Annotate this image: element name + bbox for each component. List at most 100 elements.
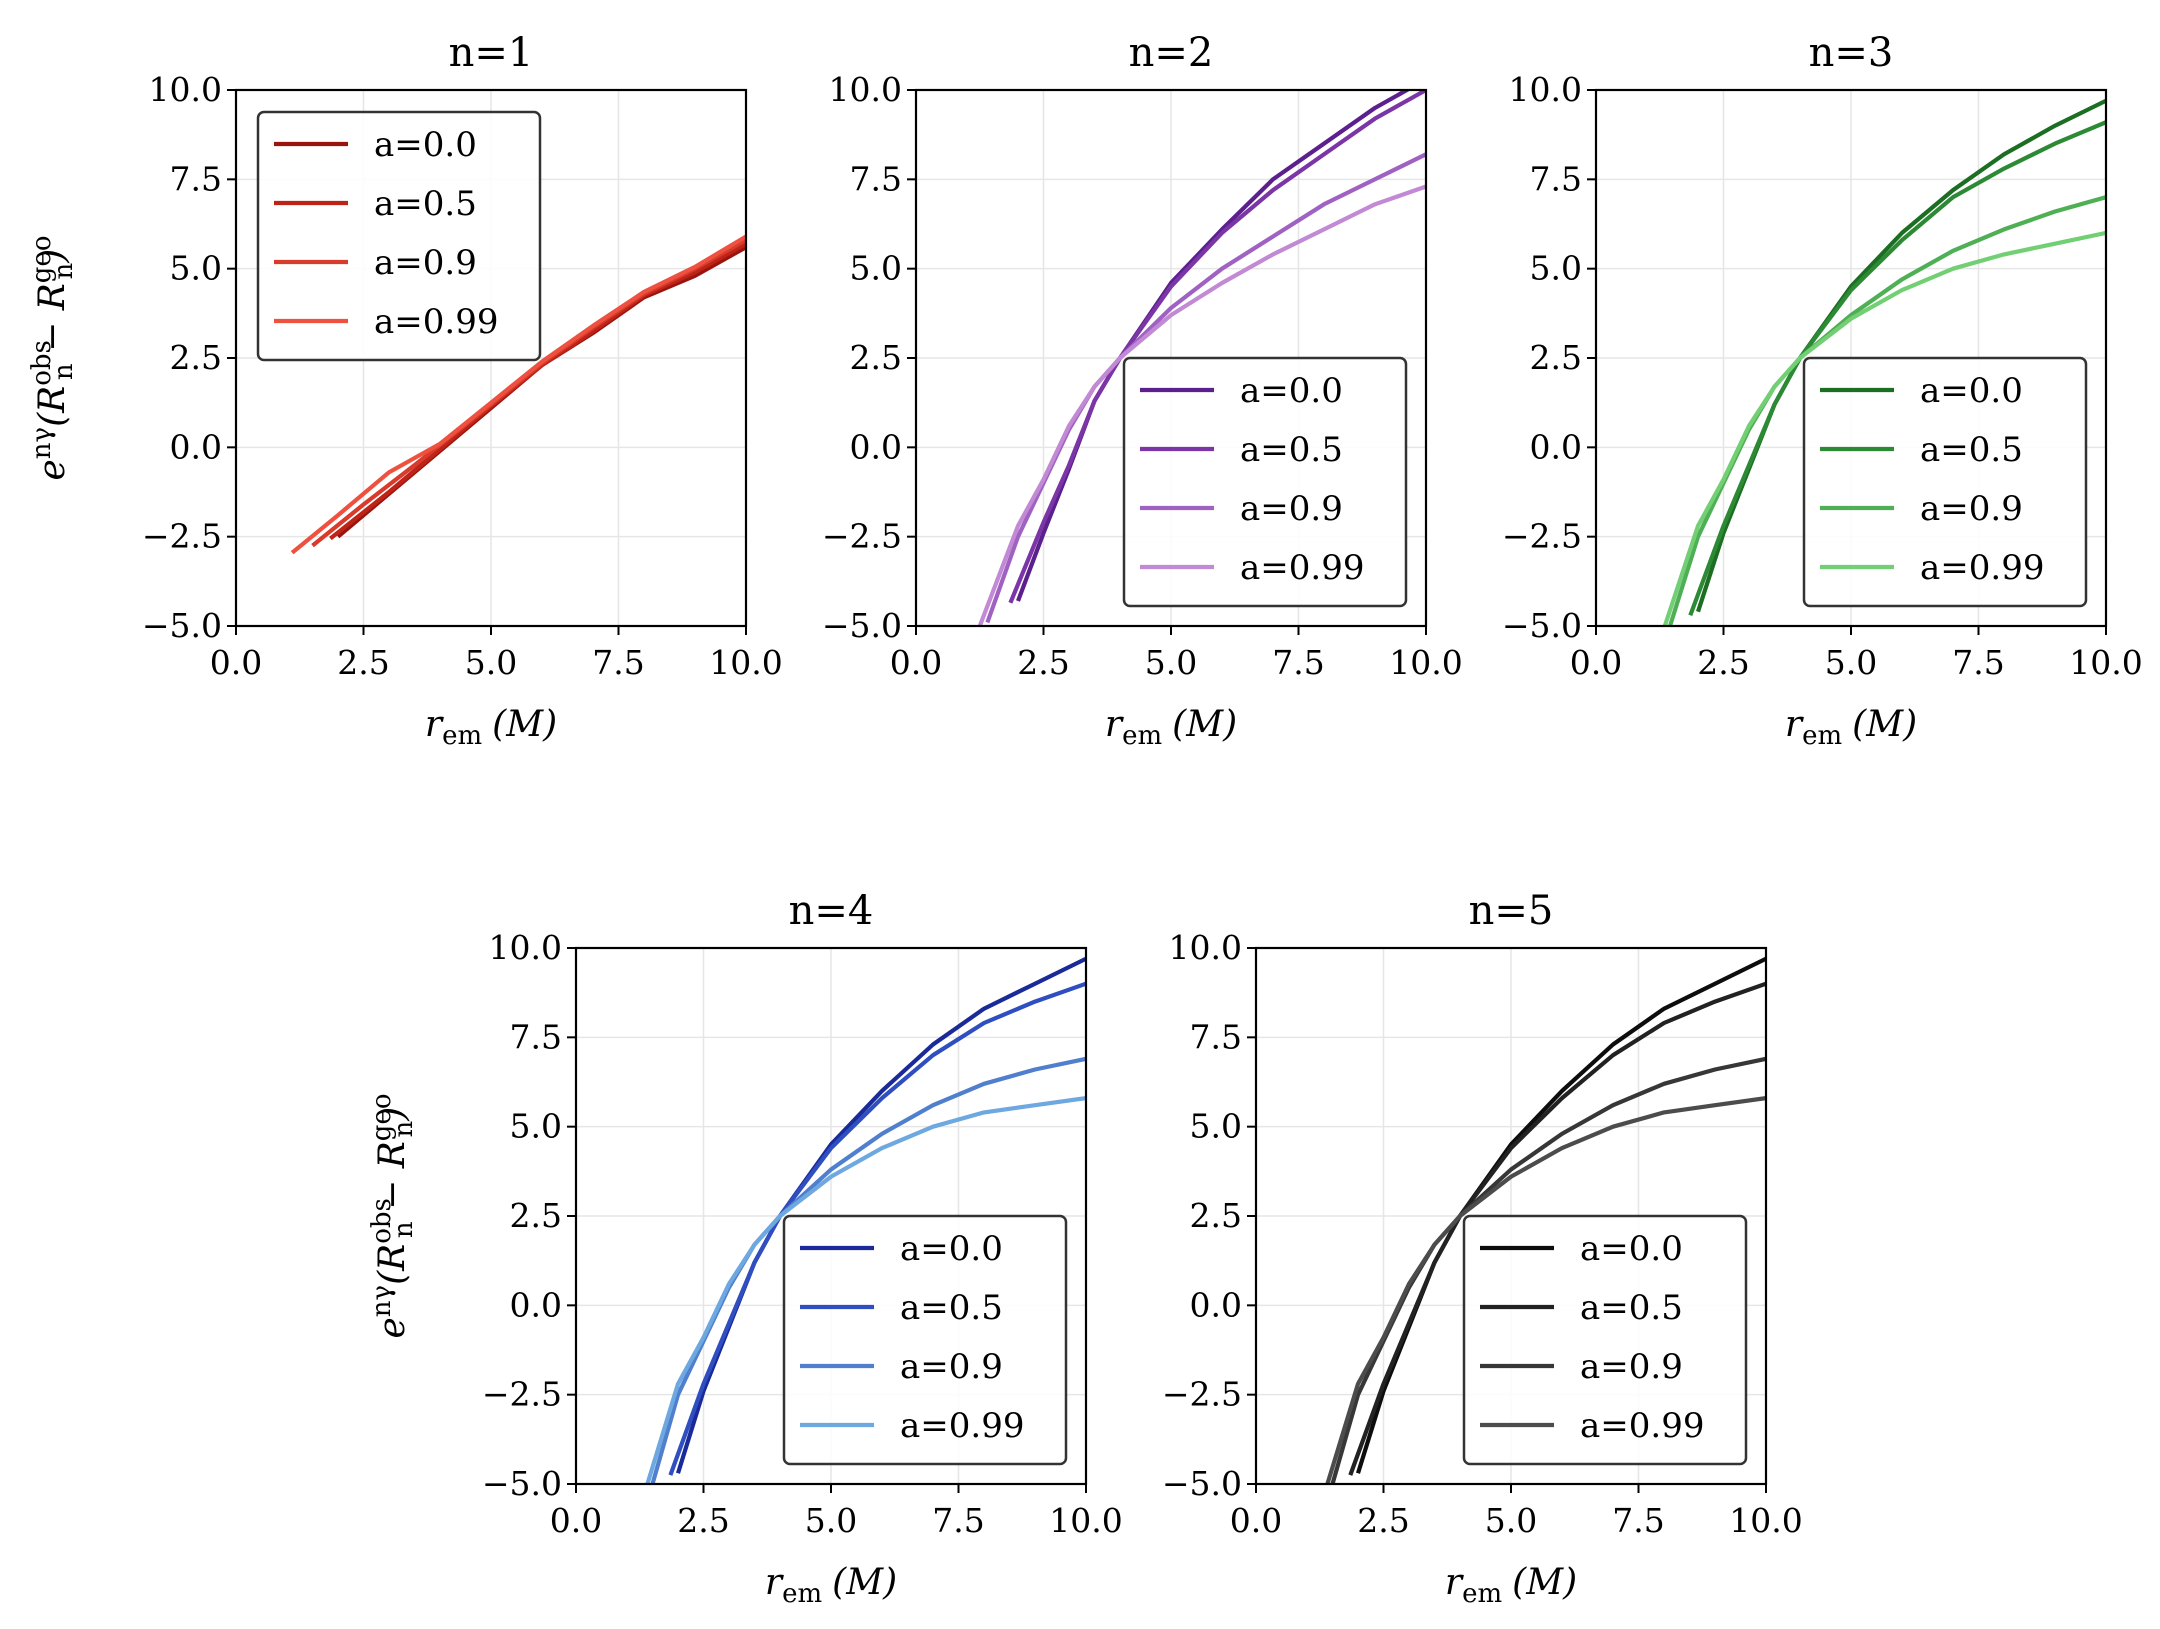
y-tick-label: 5.0 — [510, 1107, 562, 1146]
series-line-a=0.5 — [1008, 90, 1426, 604]
legend-label: a=0.0 — [900, 1229, 1003, 1269]
y-tick-label: −5.0 — [822, 606, 902, 645]
chart-title: n=5 — [1469, 888, 1554, 934]
legend-label: a=0.5 — [374, 184, 477, 224]
y-tick-label: −5.0 — [1162, 1464, 1242, 1503]
legend-label: a=0.0 — [1580, 1229, 1683, 1269]
x-axis-label: rem (M) — [1105, 704, 1237, 751]
legend-label: a=0.9 — [1920, 489, 2023, 529]
x-tick-label: 2.5 — [1017, 643, 1069, 682]
legend-label: a=0.99 — [1240, 548, 1364, 588]
legend-label: a=0.9 — [374, 243, 477, 283]
y-tick-label: 2.5 — [170, 338, 222, 377]
x-tick-label: 7.5 — [932, 1501, 984, 1540]
y-tick-label: −2.5 — [822, 517, 902, 556]
y-tick-label: 10.0 — [829, 70, 902, 109]
legend-box — [1122, 356, 1408, 608]
x-tick-label: 0.0 — [1230, 1501, 1282, 1540]
series-line-a=0.99 — [1662, 230, 2106, 626]
y-tick-label: 5.0 — [1530, 249, 1582, 288]
series-line-a=0.99 — [1325, 1096, 1766, 1484]
x-axis-label: rem (M) — [1785, 704, 1917, 751]
x-tick-label: 5.0 — [805, 1501, 857, 1540]
legend: a=0.0 a=0.5 a=0.9 a=0.99 — [782, 1214, 1068, 1466]
legend-label: a=0.99 — [374, 302, 498, 342]
legend-box — [256, 110, 542, 362]
chart-panel-2: 0.0 2.5 5.0 7.5 10.0 −5.0 −2.5 0.0 2.5 5.0 7.5 10.0… — [822, 30, 1463, 751]
x-tick-label: 0.0 — [1570, 643, 1622, 682]
legend-box — [1462, 1214, 1748, 1466]
y-tick-label: 2.5 — [850, 338, 902, 377]
x-tick-label: 2.5 — [337, 643, 389, 682]
legend: a=0.0 a=0.5 a=0.9 a=0.99 — [1802, 356, 2088, 608]
legend-label: a=0.0 — [1240, 371, 1343, 411]
legend: a=0.0 a=0.5 a=0.9 a=0.99 — [1462, 1214, 1748, 1466]
legend-label: a=0.99 — [900, 1406, 1024, 1446]
y-tick-label: −5.0 — [142, 606, 222, 645]
legend-label: a=0.5 — [1240, 430, 1343, 470]
y-tick-label: 7.5 — [170, 159, 222, 198]
legend-label: a=0.5 — [900, 1288, 1003, 1328]
y-tick-label: −2.5 — [1162, 1375, 1242, 1414]
x-axis-label: rem (M) — [765, 1562, 897, 1609]
legend-label: a=0.9 — [1240, 489, 1343, 529]
chart-panel-5: 0.0 2.5 5.0 7.5 10.0 −5.0 −2.5 0.0 2.5 5.0 7.5 10.0… — [1162, 888, 1803, 1609]
legend-label: a=0.5 — [1920, 430, 2023, 470]
y-tick-label: 2.5 — [510, 1196, 562, 1235]
x-tick-label: 10.0 — [1729, 1501, 1802, 1540]
legend-label: a=0.99 — [1580, 1406, 1704, 1446]
legend: a=0.0 a=0.5 a=0.9 a=0.99 — [256, 110, 542, 362]
x-tick-label: 0.0 — [550, 1501, 602, 1540]
y-tick-label: 2.5 — [1190, 1196, 1242, 1235]
series-line-a=0.5 — [668, 981, 1086, 1476]
y-tick-label: 0.0 — [170, 427, 222, 466]
x-tick-label: 2.5 — [677, 1501, 729, 1540]
legend-label: a=0.0 — [374, 125, 477, 165]
series-line-a=0.5 — [1348, 981, 1766, 1476]
y-tick-label: 10.0 — [489, 928, 562, 967]
legend-box — [782, 1214, 1068, 1466]
y-tick-label: 7.5 — [850, 159, 902, 198]
y-tick-label: 5.0 — [850, 249, 902, 288]
x-tick-label: 7.5 — [1952, 643, 2004, 682]
y-tick-label: 7.5 — [1190, 1017, 1242, 1056]
series-line-a=0.99 — [645, 1096, 1086, 1484]
y-axis-label: enγ(Robsn − Rgeon) — [367, 1094, 419, 1339]
y-tick-label: 5.0 — [1190, 1107, 1242, 1146]
legend-label: a=0.9 — [900, 1347, 1003, 1387]
series-line-a=0.99 — [977, 184, 1426, 626]
x-tick-label: 5.0 — [465, 643, 517, 682]
x-tick-label: 10.0 — [709, 643, 782, 682]
legend-label: a=0.9 — [1580, 1347, 1683, 1387]
chart-panel-4: 0.0 2.5 5.0 7.5 10.0 −5.0 −2.5 0.0 2.5 5.0 7.5 10.0… — [367, 888, 1123, 1609]
x-tick-label: 5.0 — [1825, 643, 1877, 682]
x-tick-label: 5.0 — [1145, 643, 1197, 682]
y-tick-label: 10.0 — [149, 70, 222, 109]
y-tick-label: −5.0 — [482, 1464, 562, 1503]
x-axis-label: rem (M) — [425, 704, 557, 751]
legend: a=0.0 a=0.5 a=0.9 a=0.99 — [1122, 356, 1408, 608]
x-tick-label: 2.5 — [1697, 643, 1749, 682]
series-line-a=0.0 — [1016, 90, 1412, 602]
y-tick-label: −2.5 — [1502, 517, 1582, 556]
chart-panel-3: 0.0 2.5 5.0 7.5 10.0 −5.0 −2.5 0.0 2.5 5.0 7.5 10.0… — [1502, 30, 2143, 751]
legend-label: a=0.0 — [1920, 371, 2023, 411]
y-tick-label: 5.0 — [170, 249, 222, 288]
x-tick-label: 10.0 — [1389, 643, 1462, 682]
series-line-a=0.5 — [1688, 120, 2106, 617]
series-line-a=0.9 — [1330, 1056, 1766, 1484]
y-tick-label: 7.5 — [510, 1017, 562, 1056]
y-tick-label: 0.0 — [1190, 1285, 1242, 1324]
y-tick-label: 0.0 — [510, 1285, 562, 1324]
x-tick-label: 0.0 — [210, 643, 262, 682]
legend-label: a=0.99 — [1920, 548, 2044, 588]
y-tick-label: 0.0 — [1530, 427, 1582, 466]
y-tick-label: −5.0 — [1502, 606, 1582, 645]
x-tick-label: 0.0 — [890, 643, 942, 682]
x-tick-label: 7.5 — [592, 643, 644, 682]
y-axis-label: enγ(Robsn − Rgeon) — [27, 236, 79, 481]
y-tick-label: 10.0 — [1509, 70, 1582, 109]
chart-title: n=4 — [789, 888, 874, 934]
y-tick-label: 2.5 — [1530, 338, 1582, 377]
